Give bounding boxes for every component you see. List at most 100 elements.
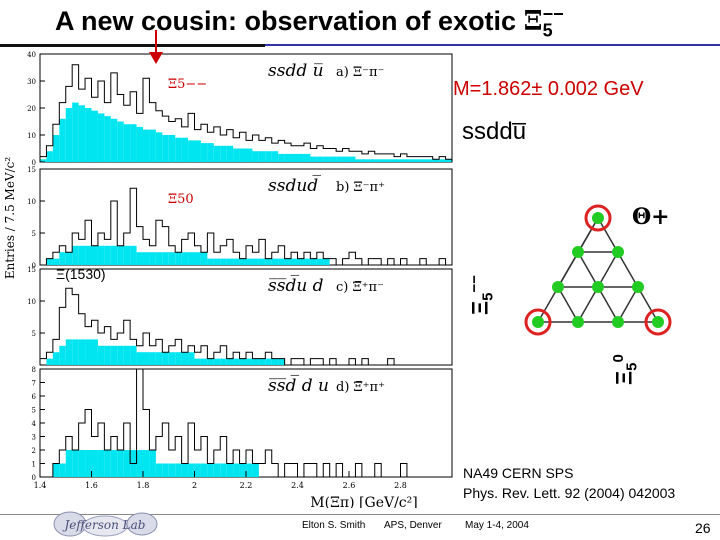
background-bar xyxy=(65,108,73,162)
background-bar xyxy=(213,145,221,162)
background-bar xyxy=(265,358,272,365)
background-bar xyxy=(400,159,407,162)
background-bar xyxy=(278,153,285,162)
background-bar xyxy=(110,245,118,265)
background-bar xyxy=(104,345,111,365)
y-axis-label: Entries / 7.5 MeV/c² xyxy=(3,157,17,280)
antidecuplet-diagram xyxy=(524,204,672,336)
background-bar xyxy=(252,258,259,265)
footer-date: May 1-4, 2004 xyxy=(465,520,529,531)
channel-label: b) Ξ⁻π⁺ xyxy=(336,180,385,195)
x-tick-label: 2.4 xyxy=(291,481,304,490)
reference-line-2: Phys. Rev. Lett. 92 (2004) 042003 xyxy=(463,485,676,501)
y-tick-label: 10 xyxy=(27,298,36,306)
background-bar xyxy=(258,151,266,162)
background-bar xyxy=(349,156,356,162)
node-n7 xyxy=(612,316,624,328)
background-bar xyxy=(329,156,337,162)
background-bar xyxy=(123,345,131,365)
background-bar xyxy=(291,258,298,265)
background-bar xyxy=(297,153,304,162)
background-bar xyxy=(200,143,208,162)
background-bar xyxy=(252,358,259,365)
x-tick-label: 2.8 xyxy=(394,481,407,490)
xi50-ring xyxy=(644,308,672,336)
background-bar xyxy=(406,159,414,162)
background-bar xyxy=(226,145,234,162)
background-bar xyxy=(246,358,253,365)
background-bar xyxy=(220,463,227,477)
background-bar xyxy=(239,258,246,265)
panel-d: 0 1 2 3 4 5 6 7 8 s̅s̅d̅ d u d) Ξ̅⁺π⁺ xyxy=(32,366,453,482)
background-bar xyxy=(207,463,214,477)
background-bar xyxy=(143,450,150,477)
background-bar xyxy=(432,159,440,162)
node-n5 xyxy=(632,281,644,293)
background-bar xyxy=(104,450,111,477)
background-bar xyxy=(310,156,317,162)
background-bar xyxy=(59,345,66,365)
background-bar xyxy=(65,252,73,265)
background-bar xyxy=(78,245,86,265)
node-n2 xyxy=(612,246,624,258)
reference-line-1: NA49 CERN SPS xyxy=(463,465,574,481)
background-bar xyxy=(246,258,253,265)
background-bar xyxy=(46,151,53,162)
background-bar xyxy=(162,463,169,477)
background-bar xyxy=(220,145,227,162)
background-bar xyxy=(336,156,343,162)
page-number: 26 xyxy=(695,520,711,536)
background-bar xyxy=(91,450,98,477)
node-xi50 xyxy=(652,316,664,328)
background-bar xyxy=(65,450,73,477)
y-tick-label: 8 xyxy=(32,366,36,374)
background-bar xyxy=(181,352,189,365)
xi5mm-vertical-label: Ξ5−− xyxy=(466,275,497,315)
background-bar xyxy=(149,450,156,477)
node-n1 xyxy=(572,246,584,258)
x-tick-label: 2.2 xyxy=(240,481,253,490)
background-bar xyxy=(361,159,369,162)
node-n6 xyxy=(572,316,584,328)
background-bar xyxy=(310,258,317,265)
background-bar xyxy=(220,258,227,265)
channel-label: d) Ξ̅⁺π⁺ xyxy=(336,380,385,395)
xi50-sup: 0 xyxy=(610,354,627,363)
quark-label: ssdud̅ xyxy=(268,174,321,196)
channel-label: c) Ξ̅⁺π⁻ xyxy=(336,280,384,295)
pointer-arrow-head xyxy=(149,52,163,64)
background-bar xyxy=(188,352,195,365)
background-bar xyxy=(188,140,195,162)
background-bar xyxy=(78,339,86,365)
background-bar xyxy=(303,153,311,162)
title-xi-symbol: Ξ xyxy=(523,6,543,37)
slide-title: A new cousin: observation of exotic Ξ5−− xyxy=(55,4,564,41)
background-bar xyxy=(123,124,131,162)
xi50-sub: 5 xyxy=(623,362,641,371)
y-tick-label: 40 xyxy=(27,51,36,59)
background-bar xyxy=(419,159,427,162)
background-bar xyxy=(110,450,118,477)
background-bar xyxy=(72,339,79,365)
xi5mm-ring xyxy=(524,308,552,336)
quark-label: ssdd u̅ xyxy=(268,61,324,81)
y-tick-label: 4 xyxy=(32,420,37,428)
background-bar xyxy=(123,450,131,477)
node-n3 xyxy=(552,281,564,293)
background-bar xyxy=(130,345,137,365)
panel-a: 0 10 20 30 40 ssdd u̅ a) Ξ⁻π⁻ Ξ5−− xyxy=(27,51,453,167)
background-bar xyxy=(271,358,279,365)
background-bar xyxy=(46,258,53,265)
background-bar xyxy=(246,463,253,477)
background-bar xyxy=(323,156,330,162)
background-bar xyxy=(130,245,137,265)
background-bar xyxy=(123,245,131,265)
background-bar xyxy=(220,358,227,365)
background-bar xyxy=(200,358,208,365)
y-tick-label: 3 xyxy=(32,434,36,442)
background-bar xyxy=(91,339,98,365)
background-bar xyxy=(72,102,79,162)
background-bar xyxy=(59,118,66,162)
y-tick-label: 0 xyxy=(32,262,36,270)
x-axis-label: M(Ξπ) [GeV/c²] xyxy=(310,495,417,508)
